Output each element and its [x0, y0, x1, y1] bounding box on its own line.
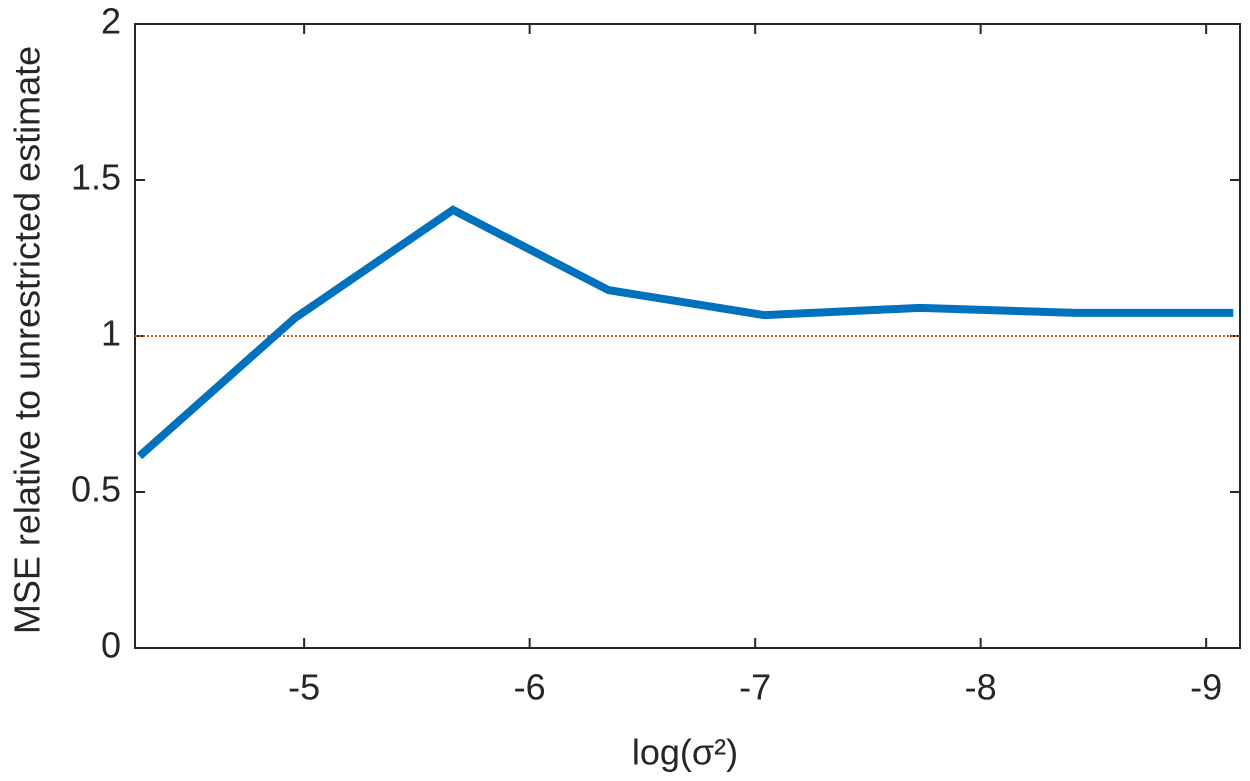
y-tick-label: 1.5 — [71, 157, 121, 198]
data-line — [136, 205, 1234, 460]
y-tick-label: 1 — [101, 313, 121, 354]
x-tick-label: -8 — [965, 667, 997, 708]
y-axis-label: MSE relative to unrestricted estimate — [7, 46, 48, 634]
x-tick-label: -5 — [288, 667, 320, 708]
y-tick-label: 0.5 — [71, 469, 121, 510]
x-tick-label: -9 — [1190, 667, 1222, 708]
x-tick-label: -7 — [739, 667, 771, 708]
y-tick-label: 0 — [101, 625, 121, 666]
y-tick-label: 2 — [101, 1, 121, 42]
x-tick-label: -6 — [514, 667, 546, 708]
x-axis-label: log(σ²) — [632, 732, 738, 773]
